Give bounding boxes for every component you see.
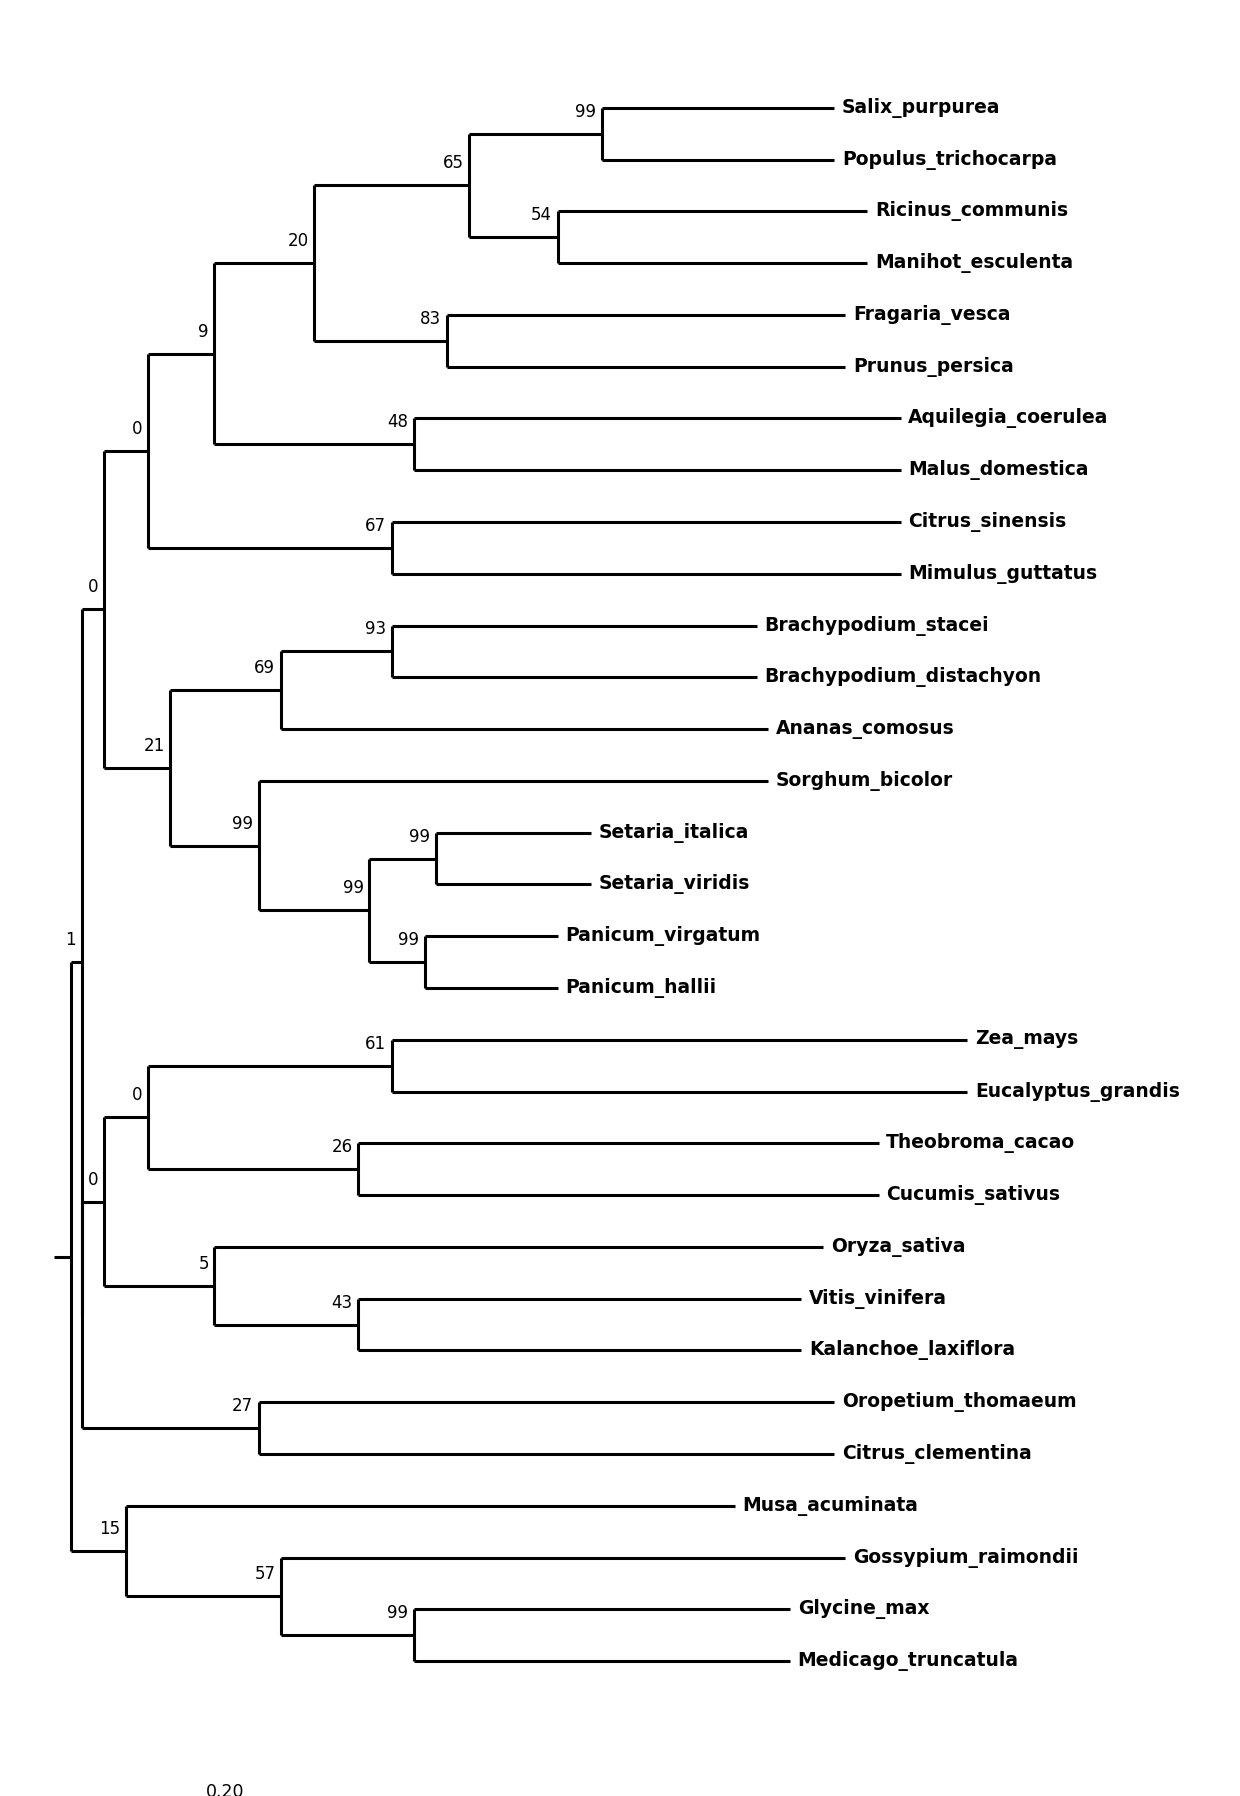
Text: 61: 61 <box>365 1034 386 1052</box>
Text: Medicago_truncatula: Medicago_truncatula <box>797 1651 1019 1670</box>
Text: 99: 99 <box>232 815 253 833</box>
Text: Eucalyptus_grandis: Eucalyptus_grandis <box>975 1081 1179 1101</box>
Text: Fragaria_vesca: Fragaria_vesca <box>853 305 1011 325</box>
Text: 67: 67 <box>365 517 386 535</box>
Text: 20: 20 <box>288 232 309 250</box>
Text: Sorghum_bicolor: Sorghum_bicolor <box>775 770 952 790</box>
Text: 21: 21 <box>144 736 165 754</box>
Text: Cucumis_sativus: Cucumis_sativus <box>887 1185 1060 1205</box>
Text: 93: 93 <box>365 620 386 638</box>
Text: Glycine_max: Glycine_max <box>797 1598 929 1620</box>
Text: 5: 5 <box>198 1255 208 1273</box>
Text: Aquilegia_coerulea: Aquilegia_coerulea <box>909 408 1109 429</box>
Text: 99: 99 <box>343 880 363 898</box>
Text: Oropetium_thomaeum: Oropetium_thomaeum <box>842 1392 1076 1412</box>
Text: 0: 0 <box>88 578 98 596</box>
Text: 43: 43 <box>331 1293 353 1311</box>
Text: Populus_trichocarpa: Populus_trichocarpa <box>842 149 1056 169</box>
Text: Prunus_persica: Prunus_persica <box>853 357 1014 377</box>
Text: 99: 99 <box>387 1604 408 1622</box>
Text: 0: 0 <box>131 420 143 438</box>
Text: Malus_domestica: Malus_domestica <box>909 460 1089 480</box>
Text: Ananas_comosus: Ananas_comosus <box>775 720 955 738</box>
Text: 1: 1 <box>66 930 76 948</box>
Text: Panicum_hallii: Panicum_hallii <box>565 979 717 999</box>
Text: Citrus_clementina: Citrus_clementina <box>842 1444 1032 1464</box>
Text: Oryza_sativa: Oryza_sativa <box>831 1237 966 1257</box>
Text: Mimulus_guttatus: Mimulus_guttatus <box>909 564 1097 584</box>
Text: 83: 83 <box>420 309 441 329</box>
Text: 0: 0 <box>131 1087 143 1105</box>
Text: Theobroma_cacao: Theobroma_cacao <box>887 1133 1075 1153</box>
Text: Zea_mays: Zea_mays <box>975 1031 1078 1049</box>
Text: Ricinus_communis: Ricinus_communis <box>875 201 1069 221</box>
Text: 99: 99 <box>575 102 596 120</box>
Text: 48: 48 <box>387 413 408 431</box>
Text: 26: 26 <box>331 1139 353 1157</box>
Text: Salix_purpurea: Salix_purpurea <box>842 97 1001 119</box>
Text: 57: 57 <box>254 1566 275 1584</box>
Text: 15: 15 <box>99 1519 120 1537</box>
Text: 99: 99 <box>409 828 430 846</box>
Text: Vitis_vinifera: Vitis_vinifera <box>808 1288 947 1309</box>
Text: Citrus_sinensis: Citrus_sinensis <box>909 512 1066 532</box>
Text: 54: 54 <box>531 207 552 224</box>
Text: Manihot_esculenta: Manihot_esculenta <box>875 253 1074 273</box>
Text: Brachypodium_distachyon: Brachypodium_distachyon <box>765 668 1042 688</box>
Text: 0: 0 <box>88 1171 98 1189</box>
Text: 0.20: 0.20 <box>206 1783 244 1796</box>
Text: Brachypodium_stacei: Brachypodium_stacei <box>765 616 990 636</box>
Text: Setaria_viridis: Setaria_viridis <box>599 875 750 894</box>
Text: Panicum_virgatum: Panicum_virgatum <box>565 927 760 946</box>
Text: Musa_acuminata: Musa_acuminata <box>743 1496 919 1516</box>
Text: 99: 99 <box>398 930 419 948</box>
Text: Kalanchoe_laxiflora: Kalanchoe_laxiflora <box>808 1340 1014 1360</box>
Text: 27: 27 <box>232 1397 253 1415</box>
Text: Gossypium_raimondii: Gossypium_raimondii <box>853 1548 1079 1568</box>
Text: 65: 65 <box>443 154 464 172</box>
Text: 69: 69 <box>254 659 275 677</box>
Text: Setaria_italica: Setaria_italica <box>599 823 749 842</box>
Text: 9: 9 <box>198 323 208 341</box>
